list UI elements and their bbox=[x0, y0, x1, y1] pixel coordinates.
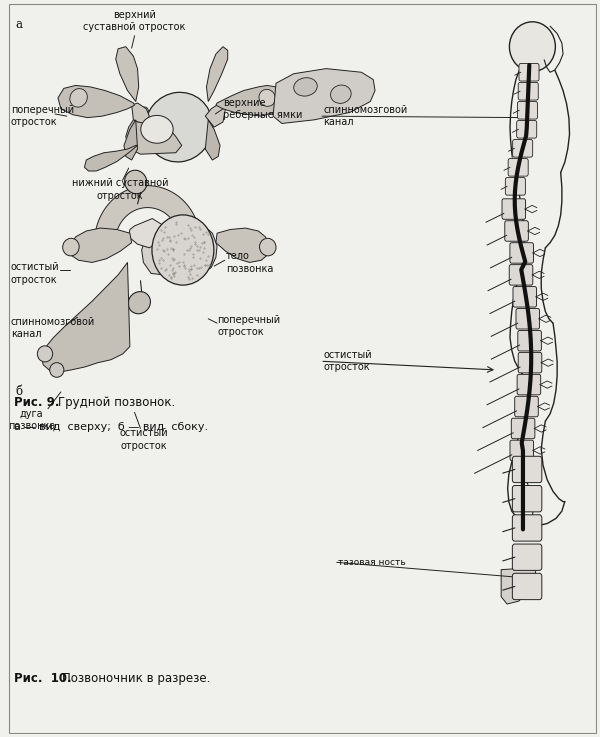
Polygon shape bbox=[124, 120, 137, 160]
FancyBboxPatch shape bbox=[521, 79, 538, 85]
FancyBboxPatch shape bbox=[505, 221, 529, 241]
Text: б: б bbox=[15, 385, 22, 397]
Polygon shape bbox=[205, 120, 220, 160]
FancyBboxPatch shape bbox=[515, 397, 538, 417]
Ellipse shape bbox=[37, 346, 53, 362]
Polygon shape bbox=[273, 69, 375, 124]
Polygon shape bbox=[95, 186, 200, 237]
FancyBboxPatch shape bbox=[516, 309, 539, 329]
Text: спинномозговой
канал: спинномозговой канал bbox=[323, 105, 407, 128]
Ellipse shape bbox=[260, 238, 276, 256]
FancyBboxPatch shape bbox=[510, 242, 533, 263]
Ellipse shape bbox=[70, 88, 88, 107]
FancyBboxPatch shape bbox=[505, 178, 526, 195]
Text: Рис. 9.: Рис. 9. bbox=[14, 397, 64, 409]
Text: верхние
реберные ямки: верхние реберные ямки bbox=[223, 97, 302, 120]
Ellipse shape bbox=[152, 215, 214, 285]
Ellipse shape bbox=[331, 85, 351, 103]
Text: спинномозговой
канал: спинномозговой канал bbox=[11, 317, 95, 340]
FancyBboxPatch shape bbox=[517, 102, 538, 119]
Ellipse shape bbox=[128, 292, 151, 314]
Text: поперечный
отросток: поперечный отросток bbox=[217, 315, 280, 338]
Ellipse shape bbox=[294, 77, 317, 96]
Polygon shape bbox=[70, 228, 131, 262]
Ellipse shape bbox=[259, 89, 275, 106]
FancyBboxPatch shape bbox=[513, 287, 536, 307]
FancyBboxPatch shape bbox=[509, 174, 526, 180]
FancyBboxPatch shape bbox=[509, 265, 533, 285]
Ellipse shape bbox=[125, 170, 147, 194]
Text: остистый
отросток: остистый отросток bbox=[119, 428, 168, 451]
Ellipse shape bbox=[50, 363, 64, 377]
Text: остистый
отросток: остистый отросток bbox=[11, 262, 59, 284]
Polygon shape bbox=[58, 85, 134, 118]
Polygon shape bbox=[216, 228, 269, 262]
Polygon shape bbox=[216, 85, 282, 116]
FancyBboxPatch shape bbox=[508, 158, 528, 176]
Polygon shape bbox=[41, 262, 130, 372]
Polygon shape bbox=[205, 103, 226, 127]
FancyBboxPatch shape bbox=[518, 330, 541, 351]
Polygon shape bbox=[131, 103, 149, 125]
FancyBboxPatch shape bbox=[512, 456, 542, 483]
FancyBboxPatch shape bbox=[520, 98, 536, 104]
Polygon shape bbox=[142, 223, 217, 276]
FancyBboxPatch shape bbox=[517, 374, 541, 395]
Text: а — вид  сверху;  б — вид  сбоку.: а — вид сверху; б — вид сбоку. bbox=[14, 422, 208, 432]
FancyBboxPatch shape bbox=[519, 63, 539, 81]
Polygon shape bbox=[128, 219, 164, 248]
Text: Рис.  10.: Рис. 10. bbox=[14, 672, 76, 685]
FancyBboxPatch shape bbox=[518, 352, 542, 373]
Ellipse shape bbox=[141, 116, 173, 143]
Polygon shape bbox=[116, 46, 139, 102]
Polygon shape bbox=[126, 120, 182, 154]
Polygon shape bbox=[501, 567, 536, 604]
Ellipse shape bbox=[62, 238, 79, 256]
Polygon shape bbox=[85, 145, 137, 171]
Text: Грудной позвонок.: Грудной позвонок. bbox=[58, 397, 175, 409]
FancyBboxPatch shape bbox=[518, 136, 534, 142]
Text: верхний
суставной отросток: верхний суставной отросток bbox=[83, 10, 186, 32]
FancyBboxPatch shape bbox=[502, 199, 526, 220]
Text: а: а bbox=[15, 18, 22, 30]
Ellipse shape bbox=[145, 92, 212, 162]
Text: поперечный
отросток: поперечный отросток bbox=[11, 105, 74, 128]
Text: тазовая ность: тазовая ность bbox=[338, 558, 406, 567]
FancyBboxPatch shape bbox=[512, 544, 542, 570]
Text: остистый
отросток: остистый отросток bbox=[323, 350, 372, 372]
FancyBboxPatch shape bbox=[511, 418, 535, 439]
FancyBboxPatch shape bbox=[517, 121, 537, 138]
FancyBboxPatch shape bbox=[518, 83, 538, 100]
FancyBboxPatch shape bbox=[512, 573, 542, 600]
Polygon shape bbox=[206, 46, 227, 102]
FancyBboxPatch shape bbox=[512, 486, 542, 512]
Ellipse shape bbox=[509, 22, 556, 71]
Text: дуга
позвонка: дуга позвонка bbox=[8, 408, 55, 431]
Text: нижний суставной
отросток: нижний суставной отросток bbox=[71, 178, 168, 200]
FancyBboxPatch shape bbox=[512, 155, 529, 161]
Text: Позвоночник в разрезе.: Позвоночник в разрезе. bbox=[62, 672, 211, 685]
Text: тело
позвонка: тело позвонка bbox=[226, 251, 274, 273]
FancyBboxPatch shape bbox=[510, 440, 533, 461]
FancyBboxPatch shape bbox=[512, 514, 542, 541]
Ellipse shape bbox=[138, 136, 149, 147]
FancyBboxPatch shape bbox=[512, 139, 533, 157]
Ellipse shape bbox=[139, 107, 148, 118]
FancyBboxPatch shape bbox=[520, 117, 536, 123]
